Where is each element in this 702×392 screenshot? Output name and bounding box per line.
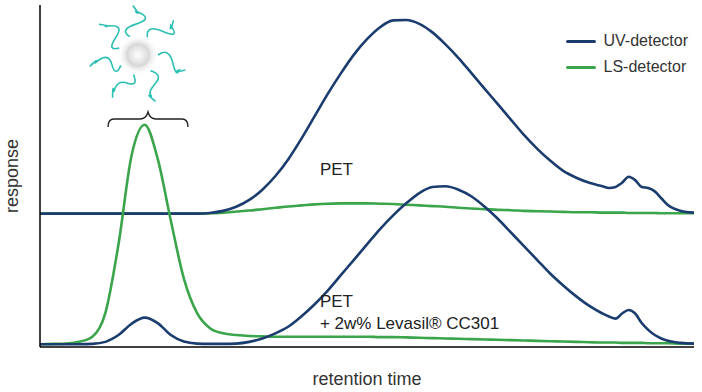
svg-text:PET+ 2w% Levasil® CC301: PET+ 2w% Levasil® CC301 xyxy=(320,292,499,333)
svg-text:PET: PET xyxy=(320,160,353,179)
svg-text:response: response xyxy=(2,139,22,213)
svg-text:retention time: retention time xyxy=(312,369,421,389)
html-text:UV-detector: UV-detector xyxy=(603,32,688,49)
html-text:LS-detector: LS-detector xyxy=(603,58,687,75)
